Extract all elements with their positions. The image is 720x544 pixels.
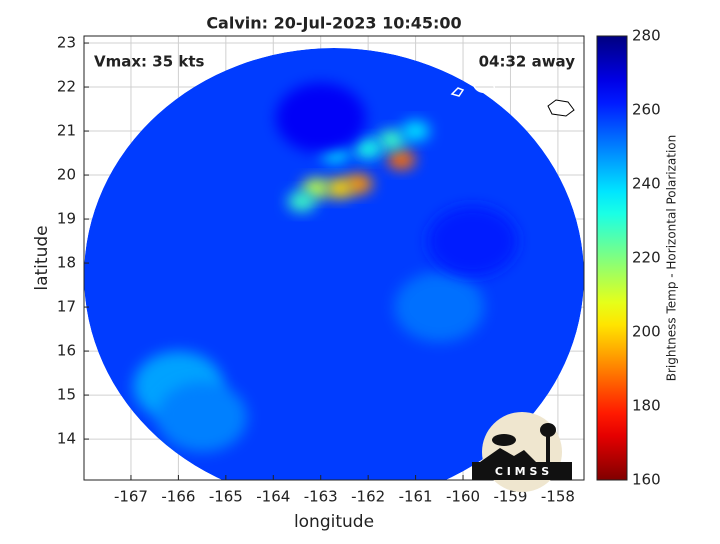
cell — [275, 82, 366, 153]
cell — [427, 206, 518, 277]
colorbar-tick-label: 160 — [632, 471, 661, 489]
islands — [450, 80, 496, 97]
colorbar-tick-label: 220 — [632, 249, 661, 267]
y-tick-label: 21 — [57, 122, 76, 140]
colorbar-tick-label: 200 — [632, 323, 661, 341]
x-tick-label: -166 — [161, 488, 195, 506]
x-tick-label: -160 — [446, 488, 480, 506]
cell — [401, 121, 430, 142]
annotation: Vmax: 35 kts — [94, 53, 204, 71]
cell — [387, 149, 416, 170]
y-tick-label: 20 — [57, 166, 76, 184]
y-tick-label: 23 — [57, 34, 76, 52]
cell — [157, 382, 248, 453]
cell — [354, 138, 383, 159]
y-tick-label: 18 — [57, 254, 76, 272]
y-tick-label: 17 — [57, 298, 76, 316]
cell — [394, 272, 485, 343]
logo-text: C I M S S — [495, 465, 549, 478]
x-tick-label: -165 — [209, 488, 243, 506]
colorbar — [596, 35, 628, 481]
cell — [377, 129, 406, 150]
colorbar-tick-label: 240 — [632, 175, 661, 193]
colorbar-tick-label: 260 — [632, 101, 661, 119]
y-tick-label: 22 — [57, 78, 76, 96]
x-tick-label: -159 — [493, 488, 527, 506]
x-axis-label: longitude — [294, 512, 374, 532]
cell — [287, 191, 316, 212]
colorbar-tick-label: 280 — [632, 27, 661, 45]
x-tick-label: -158 — [541, 488, 575, 506]
colorbar-label: Brightness Temp - Horizontal Polarizatio… — [665, 135, 679, 382]
x-tick-label: -167 — [114, 488, 148, 506]
axes-box — [83, 35, 585, 481]
y-tick-label: 15 — [57, 386, 76, 404]
y-axis-label: latitude — [32, 225, 52, 290]
logo: C I M S S — [472, 412, 572, 492]
x-tick-label: -161 — [399, 488, 433, 506]
y-tick-label: 16 — [57, 342, 76, 360]
x-tick-label: -164 — [256, 488, 290, 506]
y-tick-label: 19 — [57, 210, 76, 228]
chart-title: Calvin: 20-Jul-2023 10:45:00 — [206, 14, 461, 33]
x-tick-label: -162 — [351, 488, 385, 506]
annotation: 04:32 away — [479, 53, 576, 71]
island — [547, 99, 575, 117]
colorbar-tick-label: 180 — [632, 397, 661, 415]
y-tick-label: 14 — [57, 430, 76, 448]
cell — [325, 178, 354, 199]
x-tick-label: -163 — [304, 488, 338, 506]
